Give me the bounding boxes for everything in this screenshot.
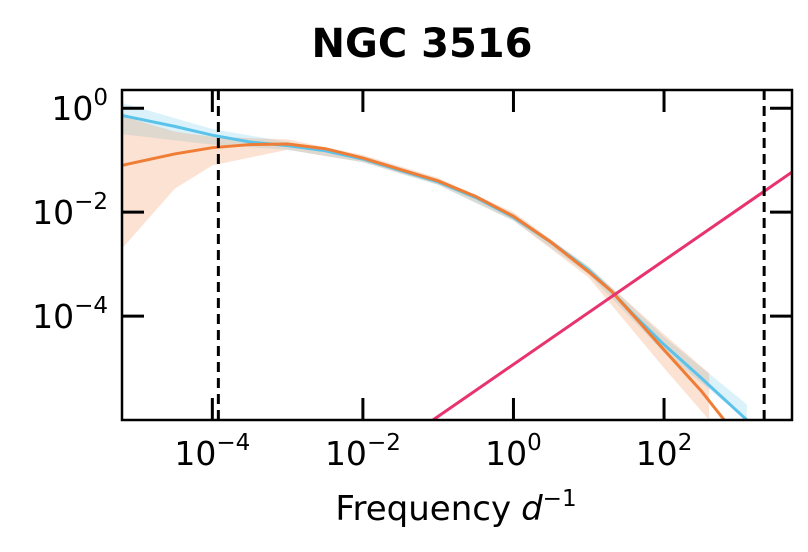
y-tick-label-exp: −2 bbox=[74, 189, 108, 215]
x-tick-label-exp: −2 bbox=[367, 430, 401, 456]
noise-power-law-line bbox=[432, 170, 792, 420]
x-tick-label-base: 10 bbox=[174, 434, 216, 473]
x-axis-label-sup: −1 bbox=[543, 486, 577, 512]
x-axis-label-math: d bbox=[521, 489, 543, 529]
y-tick-label-0: 100 bbox=[51, 85, 108, 128]
model-orange-line bbox=[122, 142, 726, 420]
x-tick-label-exp: 2 bbox=[678, 430, 693, 456]
x-axis-label: Frequency d−1 bbox=[335, 486, 576, 529]
model-orange-band bbox=[122, 115, 710, 420]
x-tick-label-base: 10 bbox=[325, 434, 367, 473]
x-tick-label-exp: −4 bbox=[216, 430, 250, 456]
x-tick-label-base: 10 bbox=[636, 434, 678, 473]
plot-area bbox=[122, 102, 792, 420]
x-axis-label-text: Frequency bbox=[335, 489, 511, 529]
y-tick-label-base: 10 bbox=[32, 193, 74, 232]
chart-title: NGC 3516 bbox=[312, 21, 533, 67]
plot-frame bbox=[120, 88, 794, 422]
y-tick-label-base: 10 bbox=[51, 89, 93, 128]
y-tick-label-base: 10 bbox=[32, 297, 74, 336]
x-tick-label-2: 100 bbox=[485, 430, 542, 473]
x-tick-label-0: 10−4 bbox=[174, 430, 250, 473]
ticks bbox=[122, 90, 792, 420]
y-tick-label-2: 10−4 bbox=[32, 293, 108, 336]
y-tick-label-exp: 0 bbox=[93, 85, 108, 111]
y-tick-label-exp: −4 bbox=[74, 293, 108, 319]
x-tick-label-base: 10 bbox=[485, 434, 527, 473]
y-tick-label-1: 10−2 bbox=[32, 189, 108, 232]
model-blue-band bbox=[122, 102, 747, 420]
x-tick-label-exp: 0 bbox=[527, 430, 542, 456]
vlines bbox=[216, 90, 766, 420]
x-tick-label-1: 10−2 bbox=[325, 430, 401, 473]
x-tick-label-3: 102 bbox=[636, 430, 693, 473]
